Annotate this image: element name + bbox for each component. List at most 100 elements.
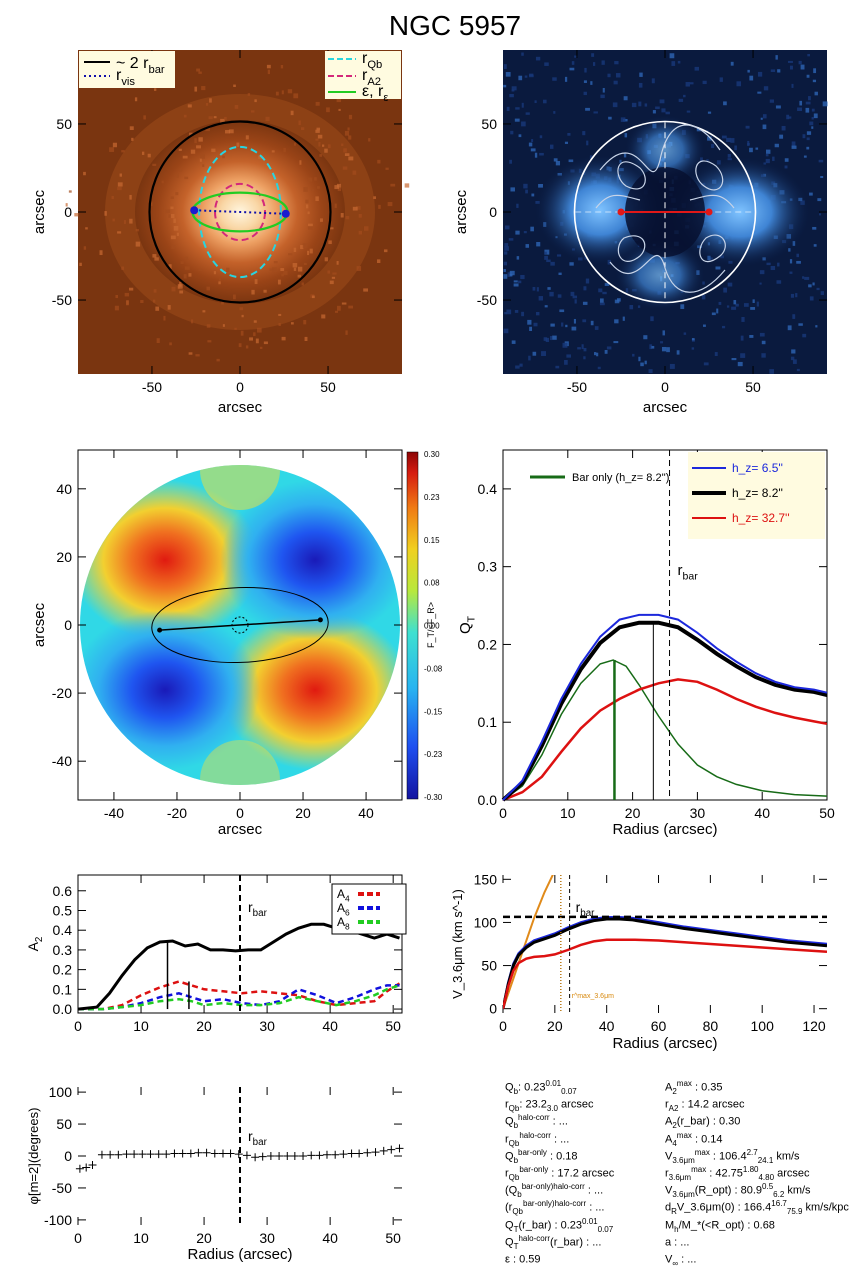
image-speckle xyxy=(529,73,534,76)
force-contour xyxy=(599,124,721,173)
rbar-label: rbar xyxy=(576,899,596,919)
image-speckle xyxy=(226,267,230,272)
x-tick-label: 0 xyxy=(236,379,244,395)
image-speckle xyxy=(613,341,619,344)
force-contour xyxy=(609,254,726,293)
image-speckle xyxy=(583,80,587,83)
legend-label: A6 xyxy=(337,901,350,918)
image-speckle xyxy=(126,300,129,306)
phase-point xyxy=(395,1144,404,1153)
parameter-superscript: bar-only)halo-corr xyxy=(521,1182,585,1192)
image-speckle xyxy=(631,102,637,108)
image-speckle xyxy=(655,106,660,110)
parameter-value: : 23.2 xyxy=(519,1098,547,1111)
image-speckle xyxy=(722,325,726,329)
image-speckle xyxy=(348,156,354,161)
image-speckle xyxy=(802,333,807,338)
parameter-value: : 17.2 arcsec xyxy=(548,1167,615,1180)
image-speckle xyxy=(791,83,794,88)
image-speckle xyxy=(765,158,770,164)
legend-left-box xyxy=(79,51,175,88)
image-speckle xyxy=(749,75,754,81)
image-speckle xyxy=(308,177,313,182)
image-speckle xyxy=(317,134,323,139)
colorbar-tick-label: -0.23 xyxy=(424,750,443,759)
image-speckle xyxy=(155,306,160,311)
phase-point xyxy=(290,1152,299,1160)
parameter-subscript: 3.6μm xyxy=(672,1189,695,1199)
image-speckle xyxy=(111,195,114,200)
image-speckle xyxy=(686,110,691,113)
phase-point xyxy=(210,1149,219,1158)
image-speckle xyxy=(234,327,237,330)
image-speckle xyxy=(85,227,88,230)
image-speckle xyxy=(590,320,594,326)
image-speckle xyxy=(390,183,396,187)
x-tick-label: 40 xyxy=(322,1230,338,1246)
image-speckle xyxy=(348,135,352,140)
image-speckle xyxy=(644,103,648,107)
image-speckle xyxy=(165,209,171,214)
parameter-error-minus: 24.1 xyxy=(757,1155,774,1165)
image-speckle xyxy=(622,316,625,321)
image-speckle xyxy=(503,84,507,88)
parameter-value: /M_*(<R_opt) : 0.68 xyxy=(678,1219,775,1232)
image-speckle xyxy=(506,106,510,111)
rQb-ellipse xyxy=(198,145,282,279)
image-speckle xyxy=(812,226,817,230)
image-speckle xyxy=(315,196,319,202)
image-speckle xyxy=(303,186,308,192)
parameter-superscript: bar-only xyxy=(518,1147,547,1157)
image-speckle xyxy=(806,74,810,78)
phase-point xyxy=(387,1145,396,1154)
image-speckle xyxy=(196,145,201,149)
image-speckle xyxy=(813,68,817,74)
image-speckle xyxy=(740,353,746,358)
image-speckle xyxy=(805,101,811,105)
parameter-error-minus: 0.07 xyxy=(597,1224,614,1234)
image-speckle xyxy=(251,289,255,295)
x-tick-label: 0 xyxy=(499,805,507,821)
phase-point xyxy=(146,1150,155,1159)
image-speckle xyxy=(153,289,157,293)
image-speckle xyxy=(303,319,307,325)
x-tick-label: 50 xyxy=(745,379,761,395)
image-speckle xyxy=(533,322,538,327)
y-tick-label: -50 xyxy=(52,292,72,308)
colorbar-tick-label: -0.15 xyxy=(424,707,443,716)
parameter-row: A4max : 0.14 xyxy=(665,1127,849,1148)
parameter-superscript: halo-corr xyxy=(519,1130,551,1140)
image-speckle xyxy=(516,256,520,260)
parameter-symbol: (Q xyxy=(505,1184,518,1197)
image-speckle xyxy=(115,295,118,299)
rotation-curve-line xyxy=(503,917,827,1010)
image-speckle xyxy=(536,287,539,292)
rbar-label-sub: bar xyxy=(253,908,268,919)
image-speckle xyxy=(784,165,788,169)
bar-endpoint xyxy=(705,208,713,216)
image-speckle xyxy=(648,369,653,374)
image-speckle xyxy=(150,201,153,207)
image-speckle xyxy=(297,266,303,272)
image-speckle xyxy=(550,336,553,341)
image-speckle xyxy=(569,262,574,266)
parameter-row: (Qbbar-only)halo-corr : ... xyxy=(505,1178,614,1199)
image-speckle xyxy=(583,286,587,291)
image-speckle xyxy=(808,284,812,288)
phase-profile-panel: 0 10 20 30 40 50 -100 -50 0 50 100 rbar Radius (arcs… xyxy=(26,1084,404,1263)
image-speckle xyxy=(363,288,369,292)
phase-point xyxy=(307,1151,316,1160)
parameter-value: : ... xyxy=(586,1201,605,1214)
phase-point xyxy=(106,1150,115,1159)
parameter-subscript: Qb xyxy=(508,1138,520,1148)
rotation-curve-line xyxy=(503,938,827,1009)
image-speckle xyxy=(577,347,581,350)
rvis-line xyxy=(194,209,286,215)
legend-right-label: rA2 xyxy=(362,67,381,88)
parameter-value: : 0.14 xyxy=(691,1133,723,1146)
image-speckle xyxy=(345,216,350,220)
image-speckle xyxy=(614,61,619,65)
parameter-value: (r_bar) : ... xyxy=(550,1236,602,1249)
image-speckle xyxy=(140,299,144,304)
parameter-symbol: a xyxy=(665,1236,672,1249)
